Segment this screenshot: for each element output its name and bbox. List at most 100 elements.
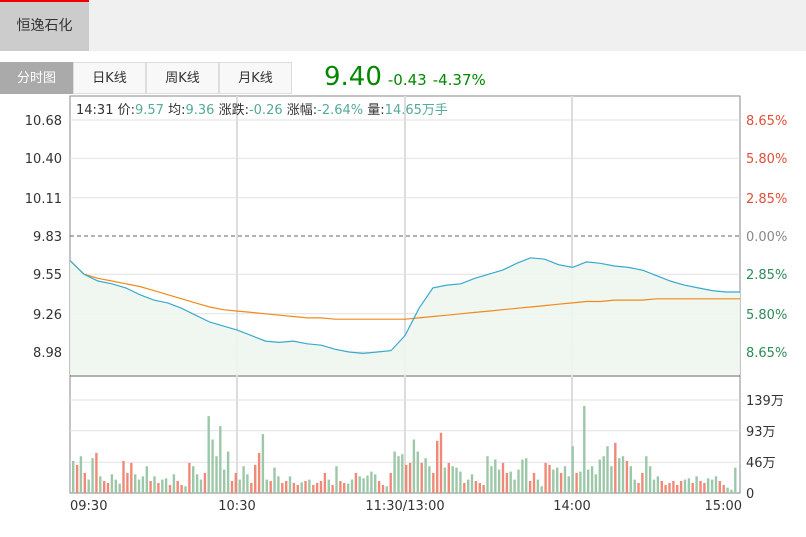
volume-bar	[443, 467, 447, 493]
volume-bar	[230, 481, 234, 493]
volume-bar	[710, 479, 714, 493]
volume-bar	[544, 462, 547, 493]
volume-bar	[548, 464, 551, 493]
volume-bar	[664, 485, 667, 493]
avg-price-line	[69, 260, 740, 320]
volume-bar	[559, 472, 563, 493]
info-avg-label: 均:	[168, 103, 186, 118]
volume-bar	[552, 469, 555, 493]
volume-bar	[215, 456, 218, 493]
volume-bar	[103, 481, 106, 493]
tab-daily-k[interactable]: 日K线	[73, 62, 146, 94]
volume-bar	[412, 439, 416, 493]
volume-bar	[277, 476, 280, 493]
volume-bar	[261, 434, 265, 493]
crosshair-info: 14:31 价:9.57 均:9.36 涨跌:-0.26 涨幅:-2.64% 量…	[76, 99, 448, 118]
volume-bar	[432, 472, 435, 493]
volume-bar	[672, 481, 675, 493]
volume-bar	[482, 485, 485, 493]
volume-bar	[478, 483, 481, 493]
volume-bar	[726, 487, 729, 493]
volume-bar	[130, 462, 133, 493]
y-right-tick-label: 5.80%	[746, 308, 787, 323]
y-tick-label: 10.11	[25, 192, 62, 207]
volume-bar	[164, 478, 168, 493]
volume-bar	[304, 481, 307, 493]
x-tick-label: 14:00	[553, 499, 590, 514]
volume-bar	[234, 472, 237, 493]
volume-bar	[540, 486, 543, 493]
volume-bar	[106, 483, 110, 493]
volume-bar	[416, 451, 419, 493]
info-avg: 9.36	[185, 103, 215, 118]
y-right-tick-label: 2.85%	[746, 192, 787, 207]
y-right-tick-label: 8.65%	[746, 346, 787, 361]
volume-bar	[687, 478, 691, 493]
volume-bar	[436, 440, 439, 493]
volume-bar	[528, 481, 532, 493]
volume-bar	[567, 476, 570, 493]
price-change: -0.43	[387, 71, 427, 89]
volume-bar	[463, 483, 466, 493]
volume-bar	[161, 479, 164, 493]
volume-bar	[72, 460, 75, 493]
volume-bar	[459, 471, 462, 493]
volume-bar	[242, 466, 245, 493]
volume-bar	[602, 456, 605, 493]
volume-bar	[513, 479, 516, 493]
x-tick-label: 10:30	[218, 499, 255, 514]
volume-bar	[679, 481, 683, 493]
volume-bar	[707, 478, 710, 493]
volume-bar	[223, 469, 226, 493]
info-pct: -2.64%	[317, 103, 364, 118]
volume-bar	[114, 479, 117, 493]
volume-bar	[536, 479, 540, 493]
volume-bar	[288, 476, 292, 493]
volume-bar	[699, 481, 702, 493]
volume-bar	[451, 466, 454, 493]
volume-bar	[401, 454, 404, 493]
quote: 9.40 -0.43 -4.37%	[324, 62, 486, 92]
volume-bar	[648, 466, 652, 493]
volume-bar	[629, 466, 632, 493]
volume-bar	[137, 479, 141, 493]
volume-bar	[180, 485, 183, 493]
volume-bar	[517, 469, 520, 493]
x-tick-label: 11:30/13:00	[365, 499, 444, 514]
info-vol: 14.65万手	[384, 103, 448, 118]
volume-bar	[149, 481, 152, 493]
stock-tab[interactable]: 恒逸石化	[0, 0, 89, 51]
volume-bar	[265, 479, 268, 493]
volume-bar	[292, 483, 296, 493]
tab-weekly-k[interactable]: 周K线	[146, 62, 219, 94]
volume-bar	[583, 406, 586, 493]
volume-bar	[730, 489, 733, 493]
volume-bar	[176, 481, 179, 493]
volume-bar	[377, 481, 381, 493]
volume-bar	[621, 456, 625, 493]
volume-bar	[331, 485, 334, 493]
volume-bar	[521, 459, 524, 493]
info-chg: -0.26	[248, 103, 283, 118]
volume-bar	[99, 476, 102, 493]
volume-bar	[184, 486, 187, 493]
y-tick-label: 9.26	[33, 308, 62, 323]
volume-bar	[122, 460, 125, 493]
y-right-tick-label: 2.85%	[746, 268, 787, 283]
volume-bar	[238, 479, 241, 493]
y-right-tick-label: 0.00%	[746, 230, 787, 245]
volume-bar	[312, 485, 315, 493]
tab-intraday[interactable]: 分时图	[0, 62, 73, 94]
volume-bar	[618, 458, 621, 493]
volume-bar	[695, 476, 698, 493]
tab-monthly-k[interactable]: 月K线	[219, 62, 292, 94]
volume-bar	[172, 474, 176, 493]
vol-tick-label: 93万	[746, 425, 776, 440]
volume-bar	[703, 483, 706, 493]
y-tick-label: 10.68	[25, 114, 62, 129]
volume-bar	[598, 459, 601, 493]
y-tick-label: 9.83	[33, 230, 62, 245]
volume-bar	[467, 479, 470, 493]
info-chg-label: 涨跌:	[218, 103, 249, 118]
volume-bar	[656, 476, 660, 493]
